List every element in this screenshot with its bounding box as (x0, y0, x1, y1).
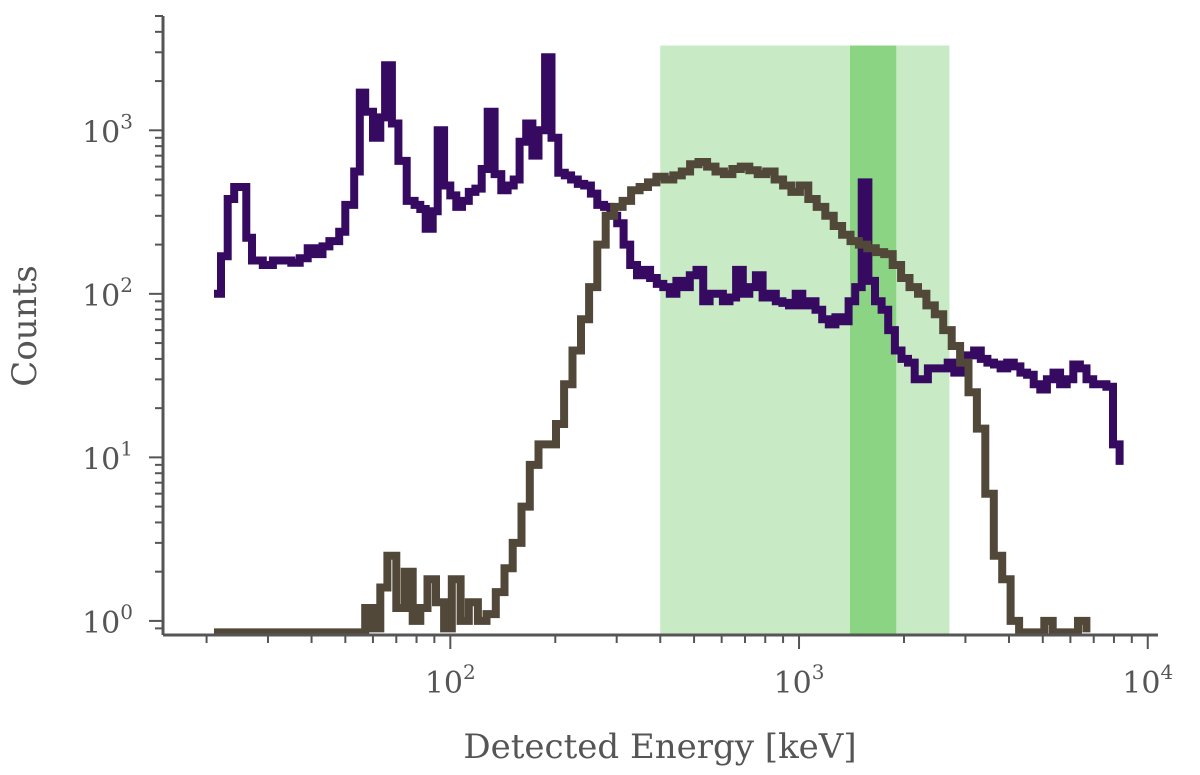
series-1-line (214, 53, 1124, 465)
highlight-bands (660, 45, 950, 635)
x-tick-label: 102 (425, 660, 476, 701)
y-tick-label: 102 (82, 273, 133, 314)
y-tick-label: 100 (82, 600, 133, 641)
y-axis-title: Counts (5, 265, 45, 386)
x-tick-label: 104 (1122, 660, 1173, 701)
y-tick-label: 103 (82, 109, 133, 150)
series-2-line (214, 158, 1091, 637)
x-axis-title: Detected Energy [keV] (463, 727, 856, 767)
highlight-band-1 (660, 45, 950, 635)
x-tick-label: 103 (774, 660, 825, 701)
highlight-band-2 (849, 45, 897, 635)
y-tick-label: 101 (82, 436, 133, 477)
series-group (214, 53, 1124, 637)
ticks: 102 103 104 100 101 102 103 (82, 15, 1173, 701)
